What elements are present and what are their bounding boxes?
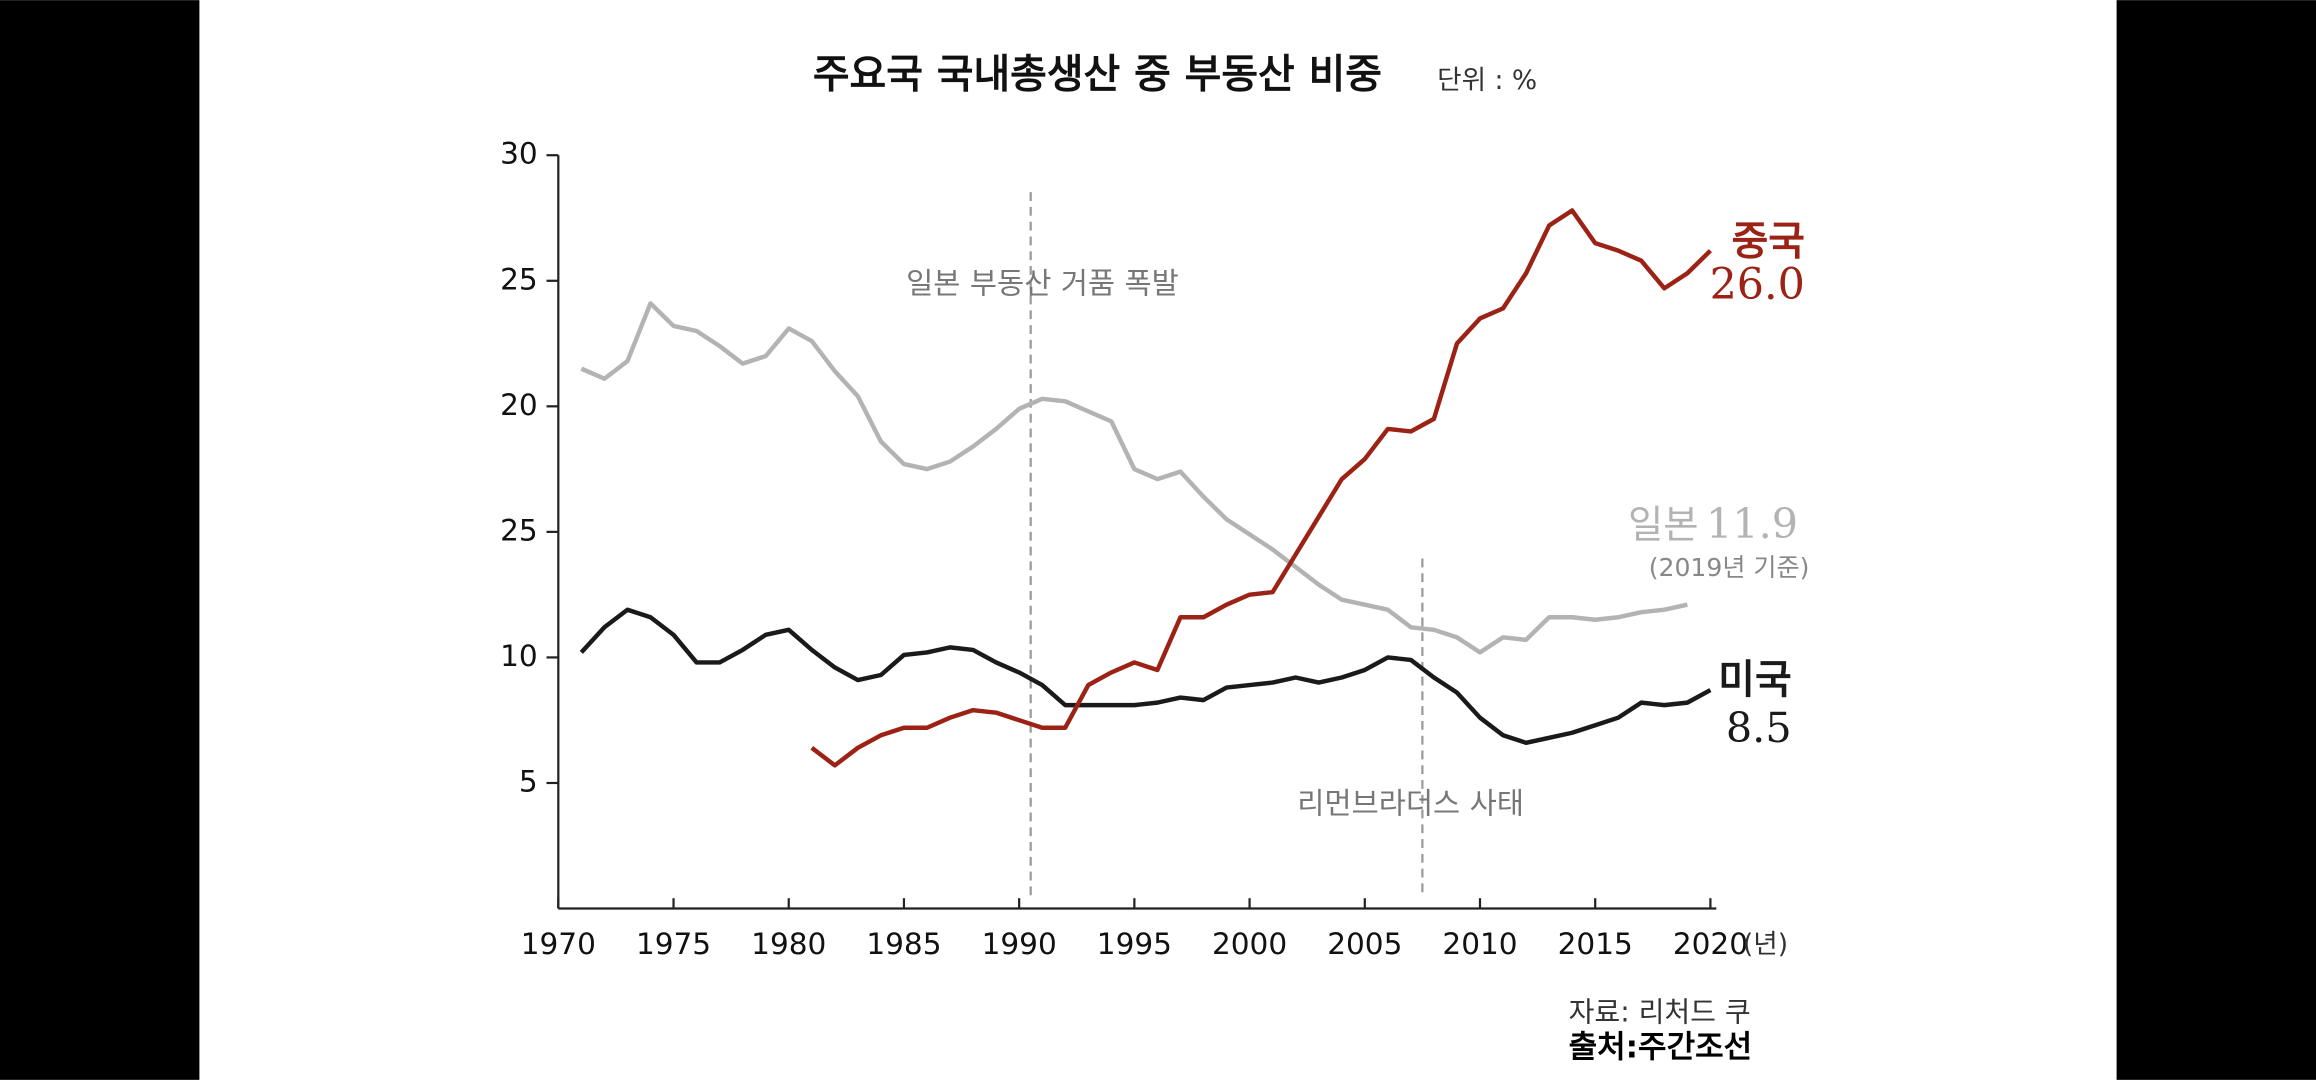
end-label: 8.5 [1726, 704, 1792, 752]
annotation: 일본 부동산 거품 폭발 [906, 267, 1179, 301]
side-bar [2116, 0, 2316, 1080]
y-tick-label: 20 [500, 388, 538, 422]
y-tick-label: 25 [500, 513, 538, 547]
y-tick-label: 10 [500, 639, 538, 673]
chart-title: 주요국 국내총생산 중 부동산 비중 [813, 51, 1382, 97]
side-bar [0, 0, 200, 1080]
y-tick-label: 5 [519, 764, 538, 798]
end-label: 26.0 [1710, 260, 1805, 310]
legend-label: 중국 [1732, 218, 1805, 264]
series-line [580, 301, 1688, 655]
note: (2019년 기준) [1649, 553, 1810, 582]
credit: 출처:주간조선 [1569, 1029, 1753, 1065]
series-line [810, 208, 1712, 768]
subtitle: 단위 : % [1437, 65, 1537, 96]
x-tick-label: 1970 [521, 927, 596, 961]
annotation: 리먼브라더스 사태 [1297, 787, 1524, 821]
x-tick-label: 1985 [866, 927, 941, 961]
series-line [579, 607, 1712, 746]
x-tick-label: 1975 [636, 927, 711, 961]
x-tick-label: 1980 [751, 927, 826, 961]
y-tick-label: 25 [500, 262, 538, 296]
y-tick-label: 30 [500, 137, 538, 171]
legend-label: 미국 [1718, 657, 1791, 703]
x-unit: (년) [1743, 929, 1788, 960]
x-tick-label: 1995 [1097, 927, 1172, 961]
source: 자료: 리처드 쿠 [1569, 995, 1751, 1028]
x-tick-label: 1990 [982, 927, 1057, 961]
x-tick-label: 2015 [1558, 927, 1633, 961]
end-label: 11.9 [1706, 500, 1798, 548]
legend-label: 일본 [1628, 503, 1699, 548]
x-tick-label: 2005 [1327, 927, 1402, 961]
x-tick-label: 2020 [1673, 927, 1748, 961]
x-tick-label: 2000 [1212, 927, 1287, 961]
x-tick-label: 2010 [1442, 927, 1517, 961]
